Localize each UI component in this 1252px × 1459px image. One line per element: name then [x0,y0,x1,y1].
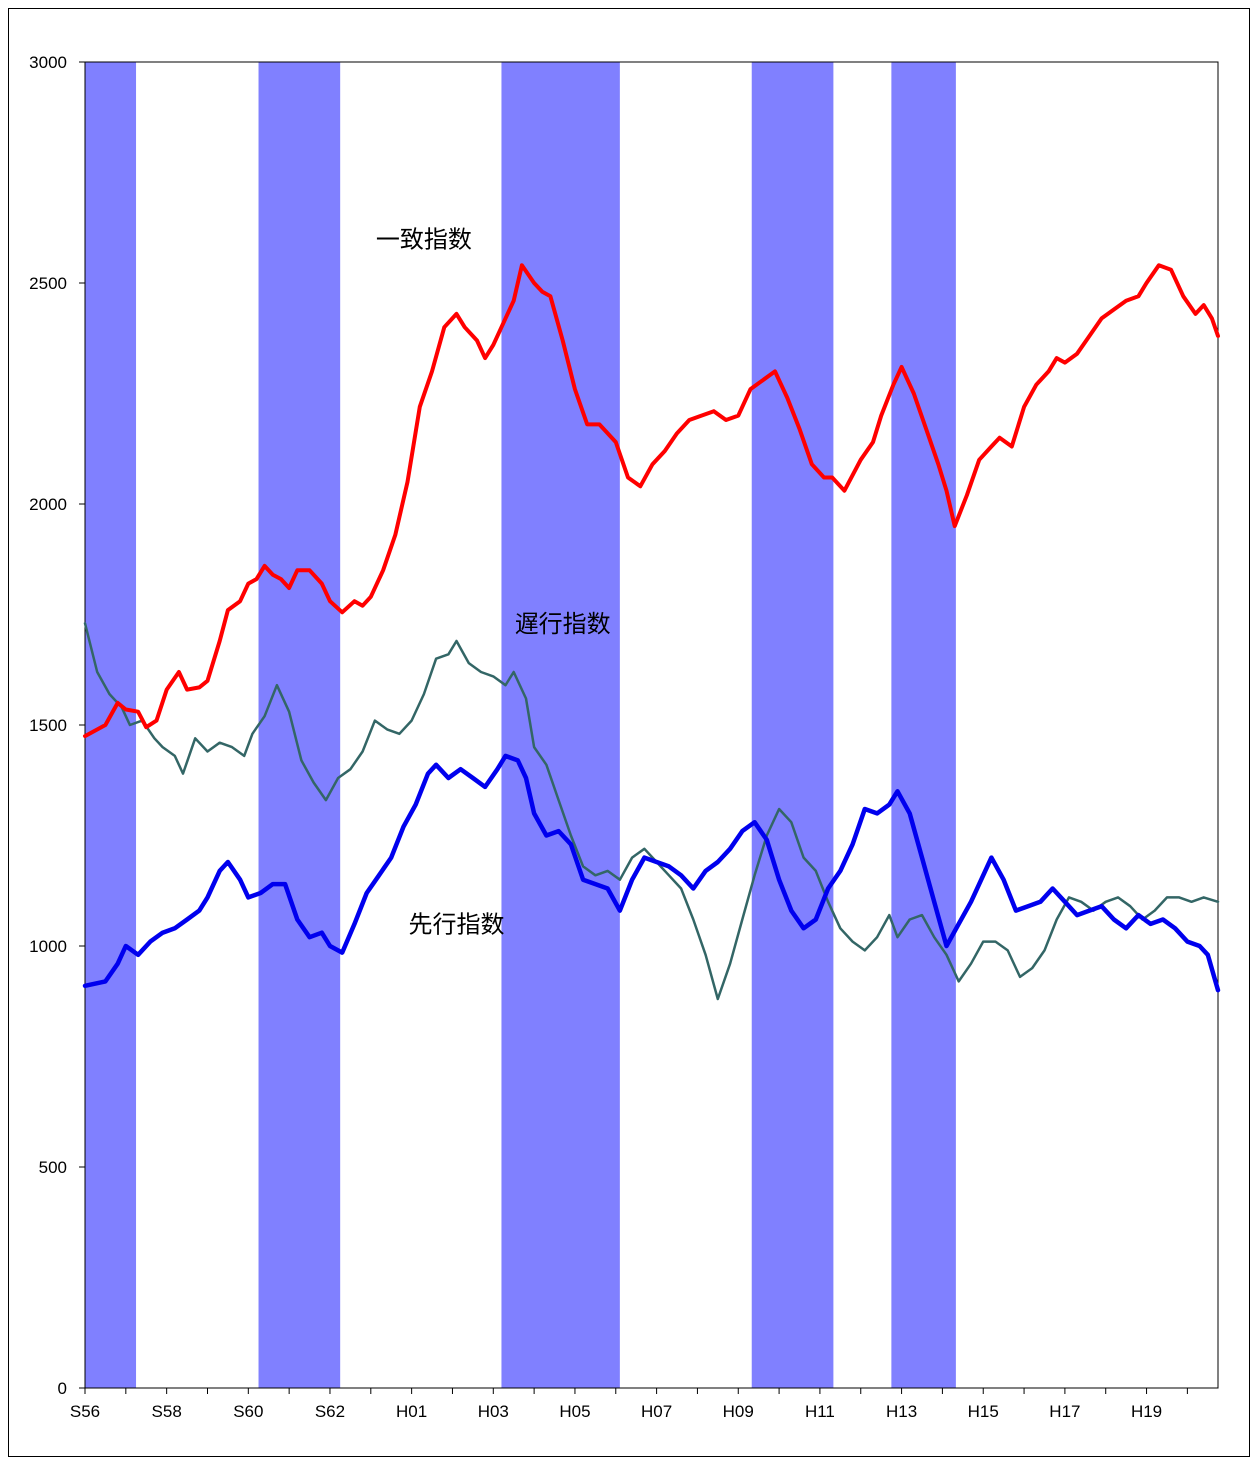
recession-band-1 [258,62,341,1388]
x-tick-label: H11 [805,1402,835,1421]
x-tick-label: H15 [968,1402,999,1421]
recession-bands [85,62,956,1388]
y-tick-label: 3000 [29,53,67,72]
chart-frame [8,8,1250,1457]
x-tick-label: H19 [1131,1402,1162,1421]
x-tick-label: S56 [70,1402,100,1421]
axes: 0 500 1000 1500 2000 2500 3000 S56 S58 S60 S62 H01 H… [29,53,1219,1421]
plot-border [84,61,1219,1389]
series-label-0: 一致指数 [376,226,472,254]
x-tick-label: H17 [1049,1402,1080,1421]
y-tick-label: 0 [58,1379,67,1398]
x-tick-label: H13 [886,1402,917,1421]
series-label-2: 遅行指数 [515,610,611,638]
y-tick-label: 1000 [29,937,67,956]
x-tick-label: S58 [152,1402,182,1421]
x-tick-label: H03 [478,1402,509,1421]
x-tick-label: H01 [396,1402,427,1421]
series-line-1 [82,753,1221,993]
x-tick-label: H07 [641,1402,672,1421]
y-tick-label: 1500 [29,716,67,735]
x-tick-label: S62 [315,1402,345,1421]
y-tick-label: 2000 [29,495,67,514]
recession-band-0 [85,62,137,1388]
series-line-2 [83,622,1220,1001]
y-tick-label: 2500 [29,274,67,293]
x-tick-label: H09 [723,1402,754,1421]
recession-band-3 [751,62,834,1388]
recession-band-2 [501,62,620,1388]
series-label-1: 先行指数 [409,911,505,939]
series-lines [82,263,1221,1001]
series-line-0 [83,263,1220,739]
x-tick-label: S60 [233,1402,263,1421]
recession-band-4 [891,62,956,1388]
x-tick-label: H05 [559,1402,590,1421]
y-tick-label: 500 [39,1158,67,1177]
